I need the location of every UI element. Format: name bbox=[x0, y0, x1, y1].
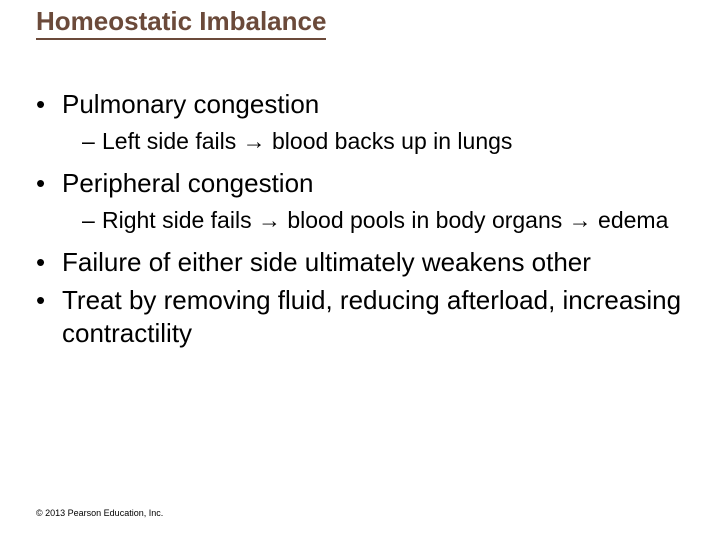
bullet-level1: Failure of either side ultimately weaken… bbox=[36, 246, 690, 279]
slide-title: Homeostatic Imbalance bbox=[36, 6, 326, 40]
bullet-list-level2: Right side fails → blood pools in body o… bbox=[36, 206, 690, 236]
bullet-level2: Right side fails → blood pools in body o… bbox=[36, 206, 690, 236]
bullet-list-level1: Pulmonary congestion Left side fails → b… bbox=[36, 88, 690, 350]
bullet-level1: Peripheral congestion bbox=[36, 167, 690, 200]
bullet-level2: Left side fails → blood backs up in lung… bbox=[36, 127, 690, 157]
bullet-list-level2: Left side fails → blood backs up in lung… bbox=[36, 127, 690, 157]
copyright-text: © 2013 Pearson Education, Inc. bbox=[36, 508, 163, 518]
slide-content: Pulmonary congestion Left side fails → b… bbox=[36, 88, 690, 354]
bullet-level1: Pulmonary congestion bbox=[36, 88, 690, 121]
bullet-level1: Treat by removing fluid, reducing afterl… bbox=[36, 284, 690, 351]
